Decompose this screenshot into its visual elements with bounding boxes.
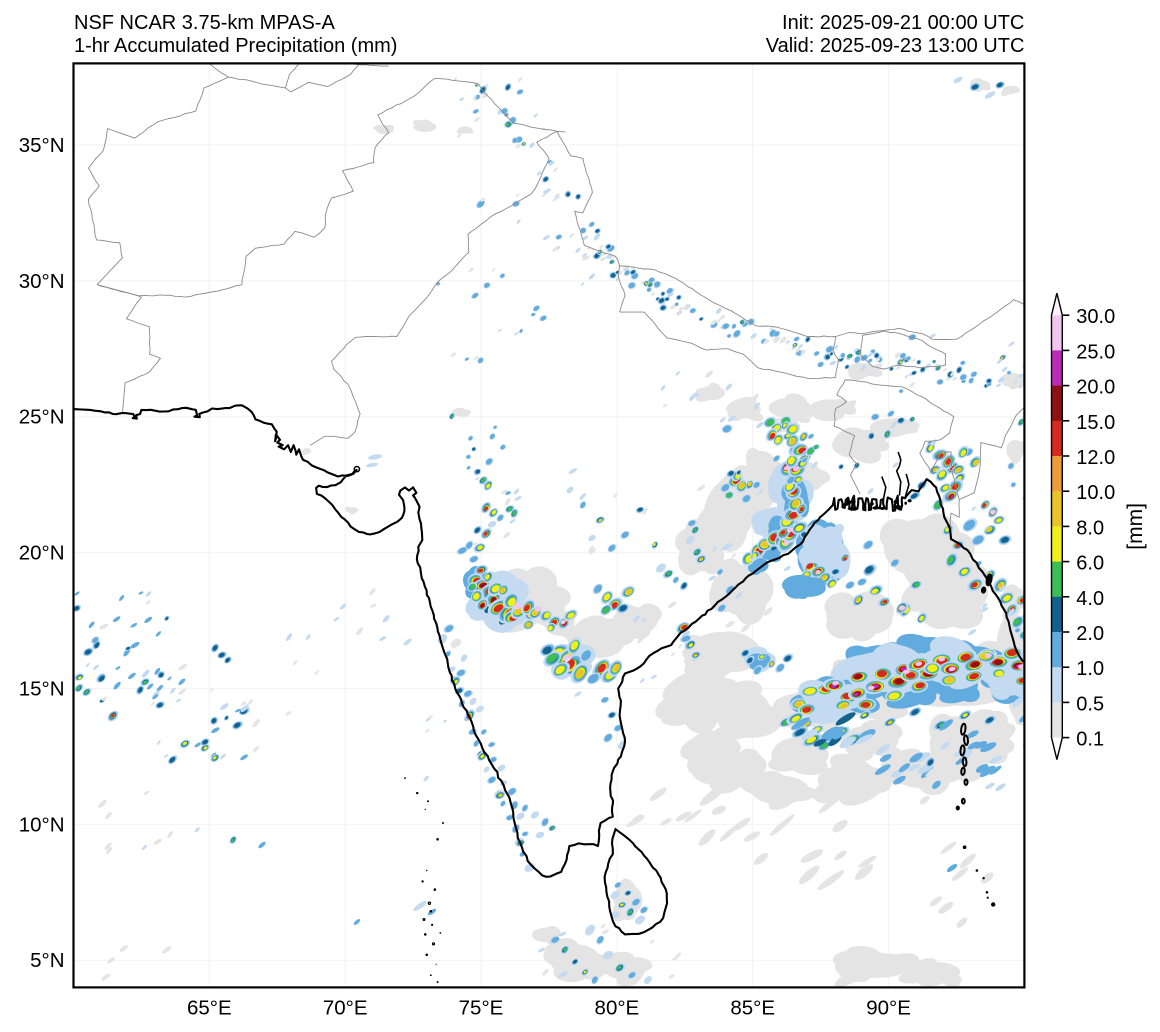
svg-text:35°N: 35°N	[19, 134, 65, 157]
svg-text:15°N: 15°N	[19, 678, 65, 701]
svg-text:20.0: 20.0	[1076, 377, 1115, 399]
svg-text:15.0: 15.0	[1076, 412, 1115, 434]
svg-text:8.0: 8.0	[1076, 517, 1104, 539]
svg-text:75°E: 75°E	[459, 996, 504, 1019]
svg-text:90°E: 90°E	[866, 996, 911, 1019]
svg-text:5°N: 5°N	[30, 949, 64, 972]
svg-text:85°E: 85°E	[730, 996, 775, 1019]
svg-text:30.0: 30.0	[1076, 306, 1115, 328]
svg-text:Init: 2025-09-21 00:00 UTC: Init: 2025-09-21 00:00 UTC	[782, 12, 1024, 34]
svg-text:2.0: 2.0	[1076, 623, 1104, 645]
svg-text:1.0: 1.0	[1076, 658, 1104, 680]
svg-text:Valid: 2025-09-23 13:00 UTC: Valid: 2025-09-23 13:00 UTC	[766, 35, 1025, 57]
svg-text:6.0: 6.0	[1076, 553, 1104, 575]
svg-text:[mm]: [mm]	[1124, 503, 1147, 550]
svg-text:0.5: 0.5	[1076, 693, 1104, 715]
svg-text:0.1: 0.1	[1076, 729, 1104, 751]
svg-text:4.0: 4.0	[1076, 588, 1104, 610]
svg-text:70°E: 70°E	[323, 996, 368, 1019]
svg-text:10.0: 10.0	[1076, 482, 1115, 504]
svg-text:25.0: 25.0	[1076, 341, 1115, 363]
svg-text:NSF NCAR 3.75-km MPAS-A: NSF NCAR 3.75-km MPAS-A	[74, 12, 335, 34]
svg-text:25°N: 25°N	[19, 406, 65, 429]
svg-text:80°E: 80°E	[595, 996, 640, 1019]
svg-text:30°N: 30°N	[19, 270, 65, 293]
svg-text:1-hr Accumulated Precipitation: 1-hr Accumulated Precipitation (mm)	[74, 35, 397, 57]
svg-text:65°E: 65°E	[187, 996, 232, 1019]
svg-text:20°N: 20°N	[19, 542, 65, 565]
svg-text:12.0: 12.0	[1076, 447, 1115, 469]
svg-text:10°N: 10°N	[19, 813, 65, 836]
